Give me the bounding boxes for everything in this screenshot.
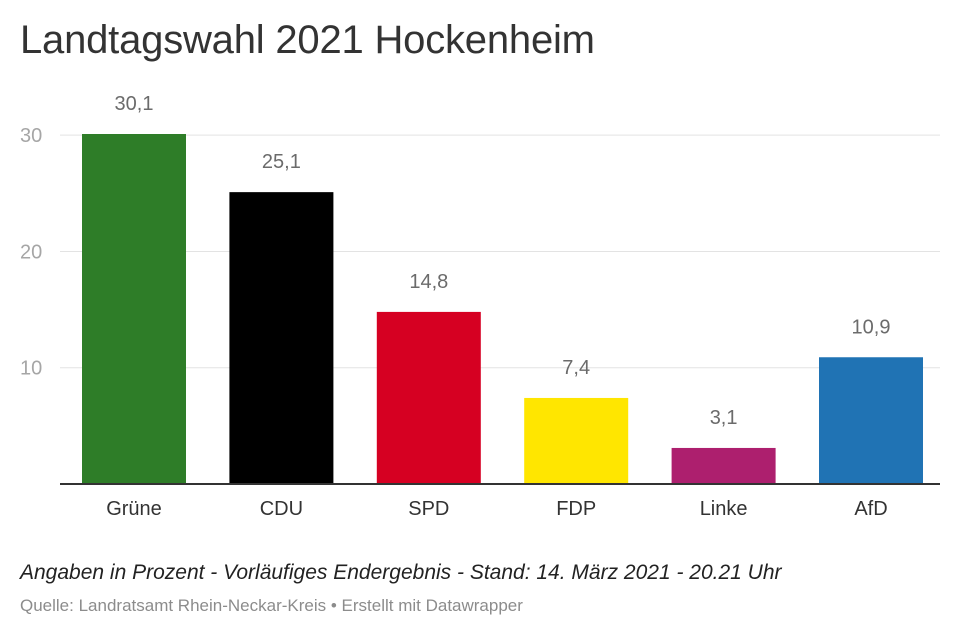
category-label: AfD <box>854 498 887 520</box>
data-label: 7,4 <box>562 357 590 379</box>
data-label: 25,1 <box>262 151 301 173</box>
y-tick-label: 30 <box>20 125 42 147</box>
chart-source: Quelle: Landratsamt Rhein-Neckar-Kreis •… <box>20 596 523 615</box>
data-label: 30,1 <box>115 93 154 115</box>
bar-afd <box>819 357 923 484</box>
y-tick-label: 10 <box>20 358 42 380</box>
bar-grüne <box>82 134 186 484</box>
category-label: SPD <box>408 498 449 520</box>
gridlines: 10 20 30 <box>20 125 940 380</box>
category-label: FDP <box>556 498 596 520</box>
bar-fdp <box>524 397 629 484</box>
y-tick-label: 20 <box>20 241 42 263</box>
chart-note: Angaben in Prozent - Vorläufiges Enderge… <box>20 561 782 584</box>
bar-cdu <box>229 192 334 485</box>
bar-chart: 10 20 30 30,1 25,1 14,8 7,4 3,1 10,9 Grüne CDU SP… <box>20 93 940 520</box>
bar-linke <box>671 447 776 484</box>
data-label: 10,9 <box>852 316 891 338</box>
x-axis: Grüne CDU SPD FDP Linke AfD <box>60 483 940 520</box>
bar-spd <box>376 311 481 484</box>
value-labels: 30,1 25,1 14,8 7,4 3,1 10,9 <box>115 93 891 429</box>
category-label: CDU <box>260 498 303 520</box>
data-label: 3,1 <box>710 407 738 429</box>
data-label: 14,8 <box>409 271 448 293</box>
chart-title: Landtagswahl 2021 Hockenheim <box>20 18 595 62</box>
bars <box>82 134 923 485</box>
category-label: Grüne <box>106 498 162 520</box>
category-label: Linke <box>700 498 748 520</box>
